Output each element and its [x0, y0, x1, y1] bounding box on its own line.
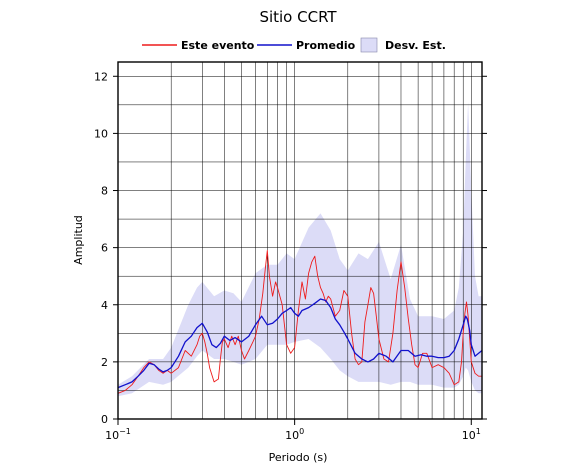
series-line-este-evento: [117, 250, 482, 394]
legend: Este evento Promedio Desv. Est.: [142, 37, 446, 53]
x-tick-label: 101: [462, 427, 481, 442]
legend-label-este-evento: Este evento: [181, 39, 255, 52]
legend-label-desv-est: Desv. Est.: [385, 39, 446, 52]
y-tick-label: 10: [94, 127, 108, 140]
y-tick-label: 12: [94, 70, 108, 83]
y-tick-label: 0: [101, 413, 108, 426]
y-tick-label: 2: [101, 356, 108, 369]
y-tick-label: 6: [101, 242, 108, 255]
series-line-promedio: [117, 298, 483, 389]
legend-swatch-desv-est: [360, 37, 378, 53]
legend-label-promedio: Promedio: [296, 39, 356, 52]
y-tick-label: 4: [101, 299, 108, 312]
plot-area: 0 2 4 6 8 10 12 10−1 100 101: [94, 61, 487, 442]
y-tick-label: 8: [101, 185, 108, 198]
x-tick-label: 10−1: [105, 427, 131, 442]
std-dev-band: [118, 102, 482, 397]
y-axis-label: Amplitud: [72, 215, 85, 265]
chart-title: Sitio CCRT: [259, 8, 337, 26]
x-axis-label: Periodo (s): [269, 451, 328, 464]
x-tick-label: 100: [285, 427, 304, 442]
plot-frame: [117, 61, 483, 420]
